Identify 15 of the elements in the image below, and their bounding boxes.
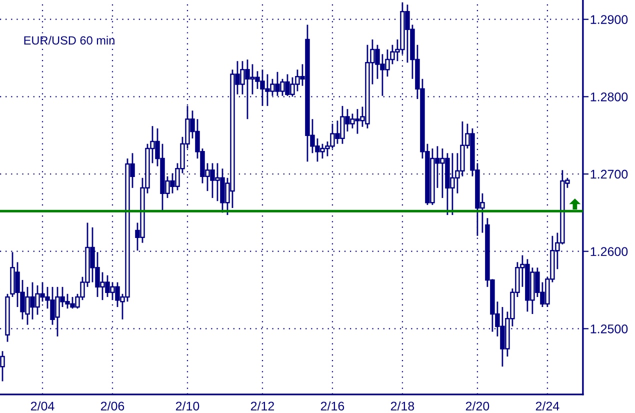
x-tick-label: 2/10 — [176, 401, 200, 411]
y-tick-label: 1.2600 — [590, 247, 628, 256]
candlestick — [0, 350, 5, 382]
y-tick-label: 1.2500 — [590, 324, 628, 334]
y-tick-label: 1.2700 — [590, 170, 628, 179]
text: EUR/USD 60 min — [24, 36, 114, 45]
x-tick-label: 2/24 — [536, 401, 560, 411]
x-tick-label: 2/16 — [320, 401, 344, 411]
y-tick-label: 1.2800 — [590, 92, 628, 102]
x-tick-label: 2/04 — [30, 401, 54, 411]
y-tick-label: 1.2900 — [590, 15, 628, 24]
x-tick-label: 2/18 — [390, 401, 414, 411]
x-tick-label: 2/20 — [466, 401, 490, 411]
x-tick-label: 2/12 — [250, 401, 274, 411]
x-tick-label: 2/06 — [100, 401, 124, 411]
